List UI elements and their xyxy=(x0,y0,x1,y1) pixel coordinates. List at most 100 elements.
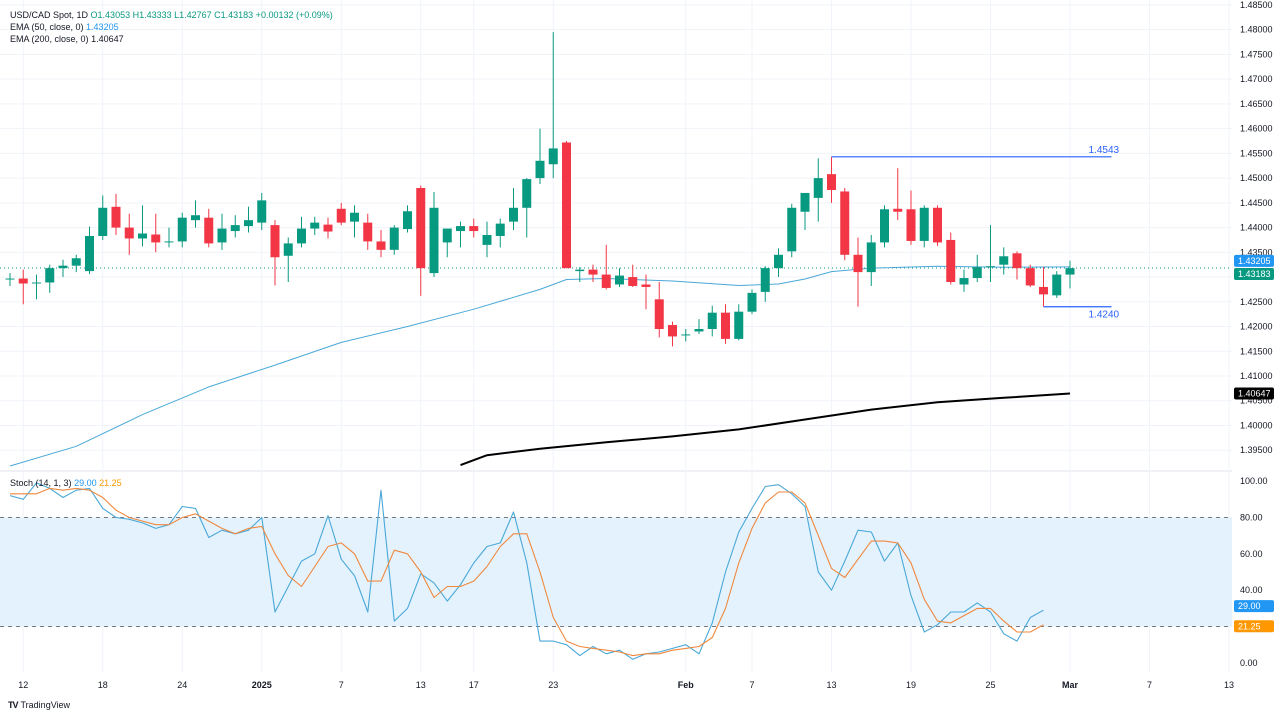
candle-body xyxy=(615,275,624,285)
candle-body xyxy=(800,192,810,212)
x-tick-label: 13 xyxy=(1224,680,1234,690)
candle-body xyxy=(389,227,399,250)
candle-body xyxy=(999,256,1009,265)
candle-body xyxy=(257,200,267,223)
ema200-row[interactable]: EMA (200, close, 0) 1.40647 xyxy=(10,33,333,45)
ema50-value: 1.43205 xyxy=(86,22,119,32)
candle-body xyxy=(986,266,995,268)
ema200-value: 1.40647 xyxy=(91,34,124,44)
stoch-legend[interactable]: Stoch (14, 1, 3) 29.00 21.25 xyxy=(10,477,122,489)
price-tick-label: 1.40000 xyxy=(1240,420,1273,430)
level-high-label: 1.4543 xyxy=(1089,145,1120,156)
candle-body xyxy=(495,223,505,236)
candle-body xyxy=(191,215,200,221)
stoch-tick-label: 100.00 xyxy=(1240,476,1268,486)
candle-body xyxy=(469,226,479,232)
price-tick-label: 1.47000 xyxy=(1240,74,1273,84)
candle-body xyxy=(641,284,651,287)
ema200-line xyxy=(460,392,1071,467)
candle-body xyxy=(628,277,638,286)
price-tick-label: 1.45500 xyxy=(1240,148,1273,158)
candle-body xyxy=(350,212,359,222)
price-tick-label: 1.41500 xyxy=(1240,346,1273,356)
candle-body xyxy=(840,191,850,255)
candle-body xyxy=(429,207,439,274)
candle-body xyxy=(336,208,346,223)
x-tick-label: 19 xyxy=(906,680,916,690)
price-tag-bg xyxy=(1234,254,1274,267)
stoch-tag: 29.00 xyxy=(1238,601,1261,611)
x-tick-label: 17 xyxy=(469,680,479,690)
stoch-label: Stoch (14, 1, 3) xyxy=(10,478,72,488)
x-tick-label: 7 xyxy=(339,680,344,690)
x-tick-label: 13 xyxy=(826,680,836,690)
candle-body xyxy=(151,234,161,243)
candle-body xyxy=(906,209,916,241)
tradingview-logo[interactable]: TV TradingView xyxy=(8,700,70,710)
candle-body xyxy=(734,311,744,339)
candle-body xyxy=(45,268,55,283)
candle-body xyxy=(575,269,585,272)
price-tick-label: 1.46000 xyxy=(1240,124,1273,134)
candle-body xyxy=(138,233,147,239)
candle-body xyxy=(972,267,982,279)
price-tick-label: 1.43500 xyxy=(1240,247,1273,257)
candle-body xyxy=(548,148,558,165)
candle-body xyxy=(747,292,757,312)
price-tag-bg xyxy=(1234,267,1274,280)
ema200-label: EMA (200, close, 0) xyxy=(10,34,89,44)
stoch-tick-label: 0.00 xyxy=(1240,658,1258,668)
main-legend: USD/CAD Spot, 1D O1.43053 H1.43333 L1.42… xyxy=(10,9,333,45)
candle-body xyxy=(1039,286,1048,295)
candle-body xyxy=(813,178,823,198)
candle-body xyxy=(1012,253,1022,269)
candle-body xyxy=(933,207,942,243)
price-tag: 1.40647 xyxy=(1238,388,1271,398)
candle-body xyxy=(959,278,969,285)
candle-body xyxy=(177,217,187,242)
price-tick-label: 1.40500 xyxy=(1240,396,1273,406)
candle-body xyxy=(124,227,134,239)
stoch-tag-bg xyxy=(1234,600,1274,613)
candle-body xyxy=(880,209,889,243)
price-tick-label: 1.39500 xyxy=(1240,445,1273,455)
candle-body xyxy=(204,217,214,244)
price-tick-label: 1.42500 xyxy=(1240,297,1273,307)
price-tick-label: 1.48000 xyxy=(1240,25,1273,35)
price-tick-label: 1.42000 xyxy=(1240,322,1273,332)
price-tag: 1.43183 xyxy=(1238,269,1271,279)
x-tick-label: 12 xyxy=(18,680,28,690)
ema50-label: EMA (50, close, 0) xyxy=(10,22,84,32)
candle-body xyxy=(509,207,518,222)
candle-body xyxy=(721,312,730,339)
price-tick-label: 1.44500 xyxy=(1240,198,1273,208)
stoch-tag-bg xyxy=(1234,620,1274,633)
price-tick-label: 1.41000 xyxy=(1240,371,1273,381)
candle-body xyxy=(1025,268,1035,286)
candle-body xyxy=(654,299,664,329)
candle-body xyxy=(283,243,293,256)
candle-body xyxy=(376,241,386,250)
candle-body xyxy=(919,207,929,241)
candle-body xyxy=(482,235,492,245)
candle-body xyxy=(522,179,532,208)
candle-body xyxy=(111,206,121,228)
candle-body xyxy=(270,225,280,258)
price-tick-label: 1.45000 xyxy=(1240,173,1273,183)
candle-body xyxy=(230,225,240,232)
stoch-k-value: 29.00 xyxy=(74,478,97,488)
stoch-d-line xyxy=(10,487,1044,657)
symbol-title[interactable]: USD/CAD Spot, 1D xyxy=(10,10,89,20)
stoch-d-value: 21.25 xyxy=(99,478,122,488)
candle-body xyxy=(58,265,68,269)
stoch-tick-label: 60.00 xyxy=(1240,549,1263,559)
brand-name: TradingView xyxy=(20,700,71,710)
candle-body xyxy=(1065,268,1075,275)
tv-logo-icon: TV xyxy=(8,700,18,710)
symbol-row: USD/CAD Spot, 1D O1.43053 H1.43333 L1.42… xyxy=(10,9,333,21)
candle-body xyxy=(668,325,677,337)
ema50-row[interactable]: EMA (50, close, 0) 1.43205 xyxy=(10,21,333,33)
x-tick-label: 18 xyxy=(98,680,108,690)
candle-body xyxy=(164,241,174,243)
